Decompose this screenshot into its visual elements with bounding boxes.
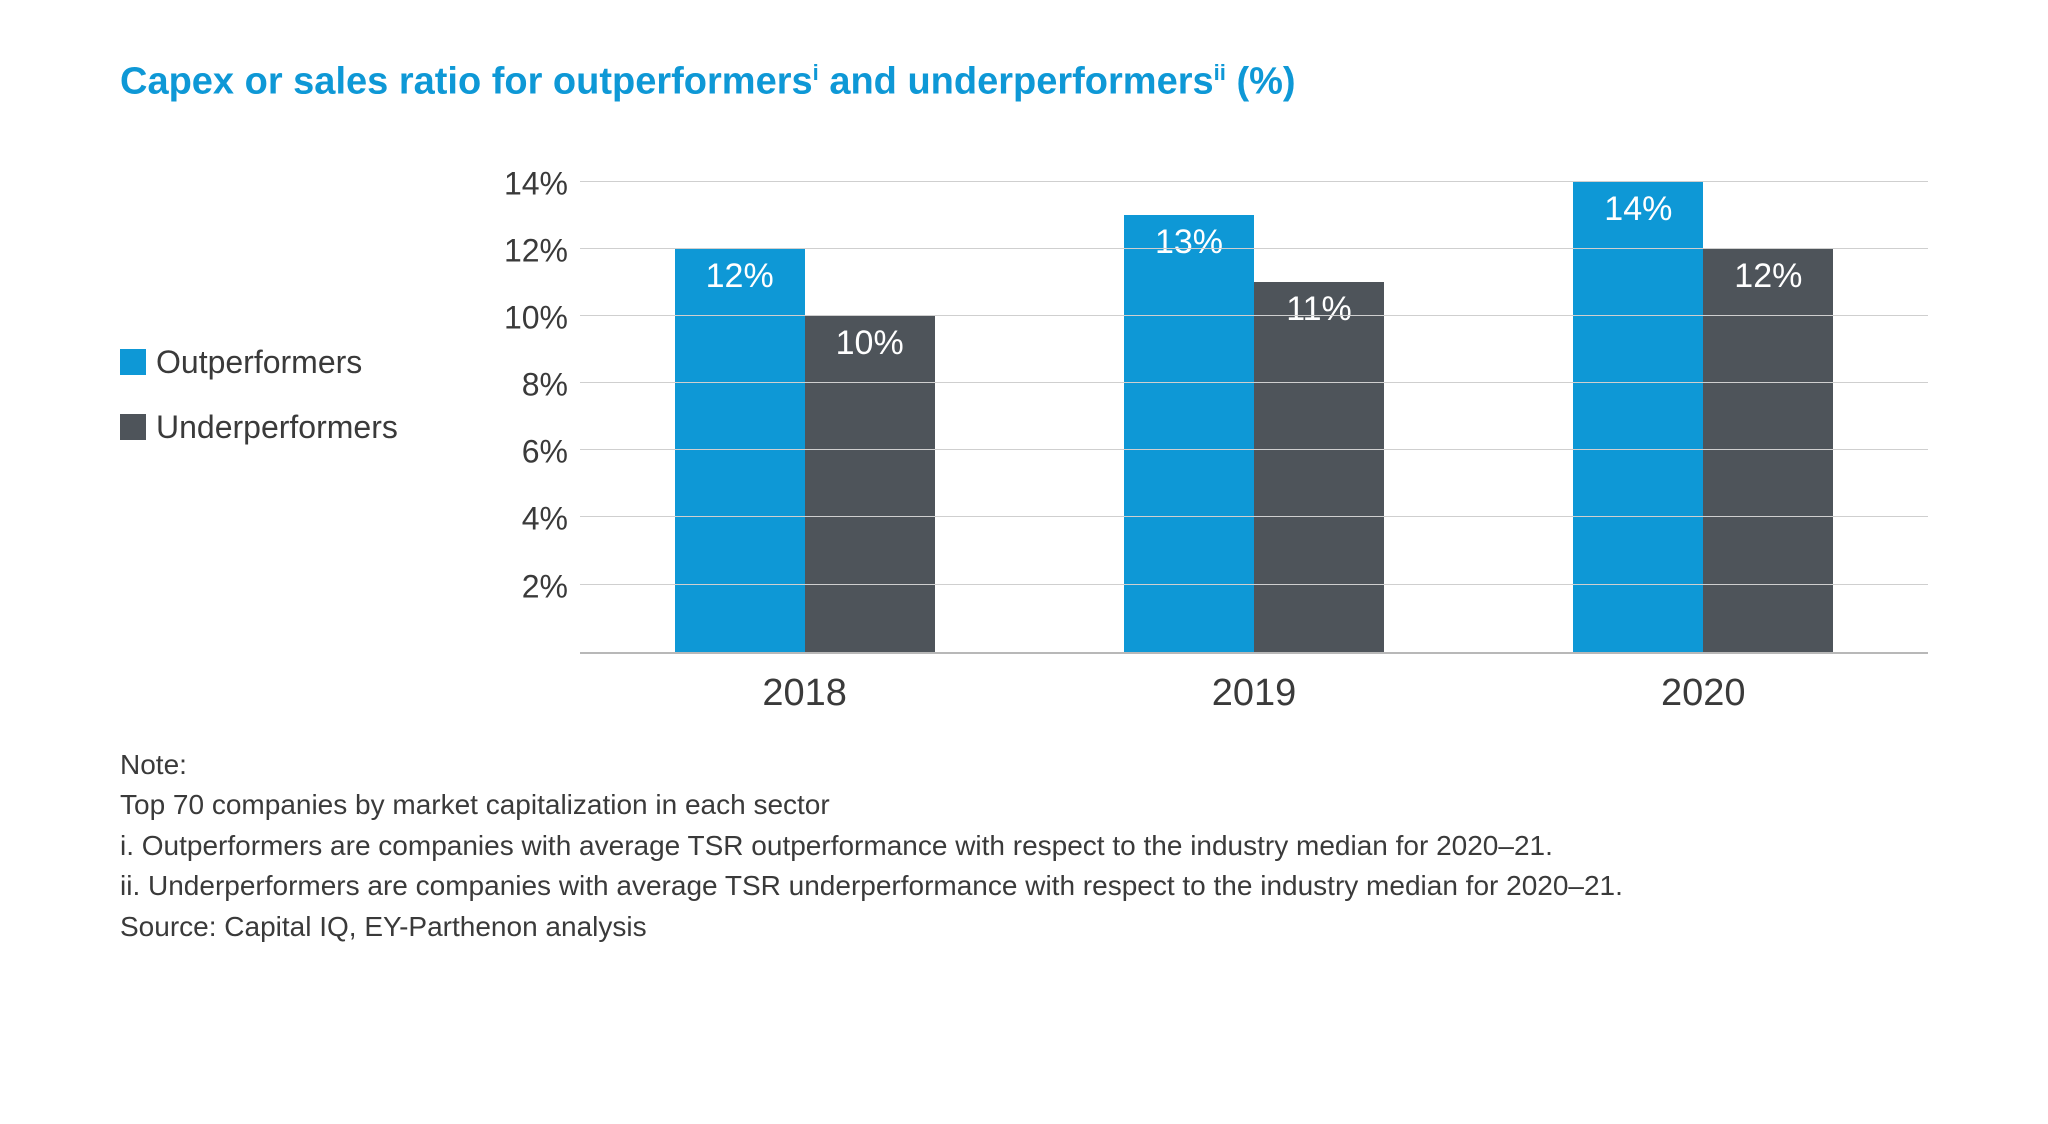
plot: 2% 4% 6% 8% 10% 12% 14% 12% 10% 13% 11% 14% 12% [480, 184, 1928, 654]
bar: 14% [1573, 182, 1703, 652]
notes-source: Source: Capital IQ, EY-Parthenon analysi… [120, 907, 1928, 948]
x-axis: 2018 2019 2020 [580, 672, 1928, 715]
gridline [580, 584, 1928, 585]
bar: 12% [1703, 249, 1833, 652]
bar: 11% [1254, 282, 1384, 651]
gridline [580, 449, 1928, 450]
x-category-label: 2020 [1563, 672, 1843, 715]
bar-group: 13% 11% [1124, 215, 1384, 651]
bar-value-label: 12% [1734, 257, 1802, 296]
gridline [580, 382, 1928, 383]
y-tick-label: 6% [522, 434, 568, 471]
bar: 10% [805, 316, 935, 652]
notes: Note: Top 70 companies by market capital… [120, 745, 1928, 948]
notes-heading: Note: [120, 745, 1928, 786]
legend: Outperformers Underperformers [120, 184, 480, 474]
legend-item: Outperformers [120, 344, 480, 381]
notes-line: ii. Underperformers are companies with a… [120, 866, 1928, 907]
chart-main-row: Outperformers Underperformers 2% 4% 6% 8% 10%… [120, 184, 1928, 715]
y-tick-label: 12% [504, 232, 568, 269]
legend-item: Underperformers [120, 409, 480, 446]
y-tick-label: 10% [504, 299, 568, 336]
chart-title: Capex or sales ratio for outperformersi … [120, 60, 1928, 104]
bar: 12% [675, 249, 805, 652]
legend-swatch [120, 349, 146, 375]
bar-value-label: 11% [1286, 290, 1352, 329]
gridline [580, 315, 1928, 316]
plot-area: 12% 10% 13% 11% 14% 12% [580, 184, 1928, 654]
y-tick-label: 4% [522, 501, 568, 538]
y-tick-label: 14% [504, 165, 568, 202]
bar-groups: 12% 10% 13% 11% 14% 12% [580, 184, 1928, 652]
y-tick-label: 8% [522, 367, 568, 404]
y-tick-label: 2% [522, 568, 568, 605]
gridline [580, 248, 1928, 249]
x-category-label: 2018 [665, 672, 945, 715]
chart-wrap: 2% 4% 6% 8% 10% 12% 14% 12% 10% 13% 11% 14% 12% 201… [480, 184, 1928, 715]
bar-group: 12% 10% [675, 249, 935, 652]
x-category-label: 2019 [1114, 672, 1394, 715]
gridline [580, 516, 1928, 517]
notes-line: Top 70 companies by market capitalizatio… [120, 785, 1928, 826]
bar-value-label: 12% [706, 257, 774, 296]
legend-label: Outperformers [156, 344, 362, 381]
bar: 13% [1124, 215, 1254, 651]
y-axis: 2%4%6%8%10%12%14% [480, 184, 580, 654]
bar-value-label: 14% [1604, 190, 1672, 229]
notes-line: i. Outperformers are companies with aver… [120, 826, 1928, 867]
legend-label: Underperformers [156, 409, 398, 446]
legend-swatch [120, 414, 146, 440]
bar-value-label: 10% [836, 324, 904, 363]
gridline [580, 181, 1928, 182]
bar-group: 14% 12% [1573, 182, 1833, 652]
bar-value-label: 13% [1155, 223, 1223, 262]
